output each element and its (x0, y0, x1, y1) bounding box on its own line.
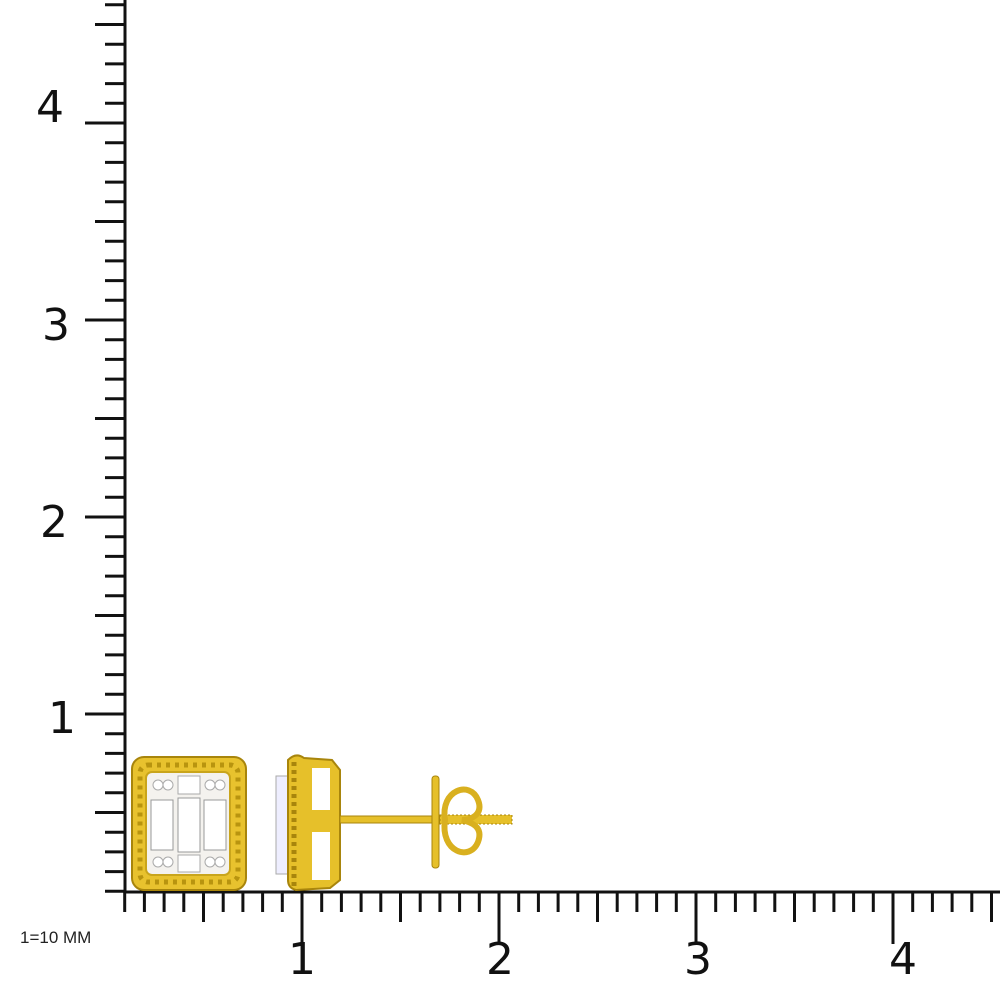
y-label-4: 4 (36, 82, 64, 133)
y-label-2: 2 (40, 497, 68, 548)
ruler-ticks (85, 3, 993, 944)
earring-side-view (275, 754, 513, 892)
y-label-1: 1 (48, 693, 76, 744)
x-label-3: 3 (684, 934, 712, 985)
y-label-3: 3 (42, 300, 70, 351)
scale-label: 1=10 MM (20, 928, 92, 947)
x-label-1: 1 (288, 934, 316, 985)
x-label-2: 2 (486, 934, 514, 985)
x-label-4: 4 (889, 934, 917, 985)
earring-front-view (131, 756, 247, 891)
